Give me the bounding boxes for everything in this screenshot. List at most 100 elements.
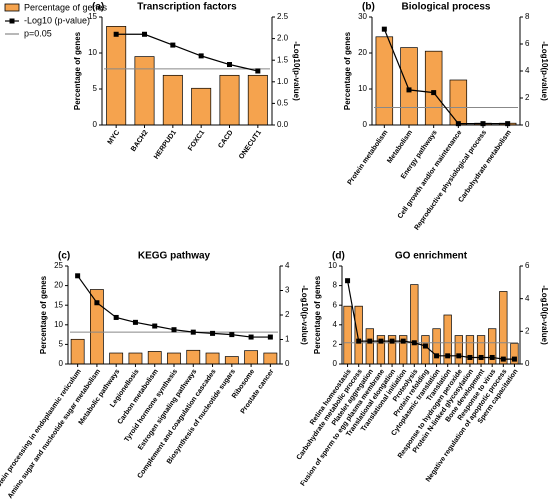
p-value-marker [389,338,395,344]
p-value-marker [467,354,473,360]
p-value-marker [480,121,486,127]
x-tick-label: Carbohydrate metabolism [458,129,513,204]
p-value-marker [210,330,216,336]
y-tick-label: 5 [93,84,98,93]
bar [421,335,430,365]
x-tick-label: BACH2 [130,129,150,153]
y-tick-label: 10 [328,261,337,270]
y-tick-label: 20 [54,281,63,290]
p-value-line [383,28,508,125]
bar [432,328,441,365]
bar [147,351,162,365]
x-tick-label: Protein processing in endoplasmic reticu… [0,368,83,495]
y2-axis-label: -Log10(p-value) [300,285,309,345]
p-value-marker [75,273,81,279]
y-tick-label: 0 [59,359,64,368]
bar [424,50,443,126]
p-value-marker [198,53,204,59]
bar [128,352,143,365]
x-tick-label: Metabolism [386,129,414,165]
chart-title: Biological process [402,2,491,13]
panel-label: (b) [362,2,375,13]
y2-tick-label: 0.0 [277,120,289,129]
p-value-marker [248,334,254,340]
bar [400,47,418,126]
y2-tick-label: 3 [285,286,290,295]
bar [167,352,181,365]
x-tick-label: FOXC1 [187,129,206,152]
p-value-marker [171,327,177,333]
p-value-marker [431,90,437,96]
bar [343,305,352,365]
y-axis-label: Percentage of genes [73,31,82,110]
p-value-marker [113,314,119,320]
p-value-marker [356,338,362,344]
y2-tick-label: 0 [525,120,530,129]
y2-tick-label: 0 [525,359,530,368]
y-tick-label: 25 [54,261,63,270]
p-value-marker [455,121,461,127]
y-tick-label: 5 [59,340,64,349]
y2-tick-label: 2.5 [277,12,289,21]
chart-title: KEGG pathway [138,251,211,262]
y-axis-label: Percentage of genes [343,31,352,110]
y2-tick-label: 0 [285,359,290,368]
x-tick-label: CACD [217,129,234,150]
bar [134,56,155,126]
panel-label: (c) [58,251,70,262]
p-value-marker [345,278,351,284]
bar [106,26,127,126]
p-value-marker [505,121,511,127]
p-value-marker [434,353,440,359]
y2-tick-label: 2 [285,310,290,319]
chart-title: GO enrichment [395,251,468,262]
y-tick-label: 4 [333,320,338,329]
y2-tick-label: 2 [525,93,530,102]
p-value-marker [411,340,417,346]
y2-axis-label: -Log10(p-value) [292,41,301,101]
y-tick-label: 0 [363,120,368,129]
p-value-marker [190,329,196,335]
legend-label: Percentage of genes [24,2,108,12]
y2-tick-label: 6 [525,261,530,270]
y-tick-label: 2 [333,340,338,349]
y2-tick-label: 1.5 [277,55,289,64]
y2-tick-label: 2.0 [277,34,289,43]
bar [263,352,278,365]
y-tick-label: 0 [333,359,338,368]
legend-label: -Log10 (p-value) [24,15,90,25]
legend-marker [9,18,15,24]
y2-tick-label: 6 [525,39,530,48]
p-value-marker [229,332,235,338]
p-value-marker [227,62,232,68]
p-value-marker [267,334,273,340]
y-tick-label: 15 [54,300,63,309]
y-tick-label: 20 [358,48,367,57]
p-value-marker [152,323,158,329]
y2-tick-label: 0.5 [277,99,289,108]
p-value-marker [445,353,451,359]
bar [224,356,239,365]
p-value-marker [511,356,517,362]
x-tick-label: MYC [107,129,122,146]
y-axis-label: Percentage of genes [39,275,48,354]
p-value-marker [170,42,176,48]
p-value-marker [381,26,387,32]
bar [410,284,419,365]
bar [365,328,374,365]
p-value-marker [422,343,428,349]
y2-tick-label: 2 [525,326,530,335]
p-value-marker [378,338,384,344]
x-tick-label: Protein metabolism [346,129,389,186]
p-value-marker [400,338,406,344]
y2-axis-label: -Log10(p-value) [540,285,549,345]
y-tick-label: 10 [88,48,97,57]
y2-tick-label: 4 [285,261,290,270]
y-tick-label: 0 [93,120,98,129]
p-value-marker [456,353,462,359]
x-tick-label: ONECUT1 [238,129,263,161]
y-axis-label: Percentage of genes [313,275,322,354]
legend-swatch [4,3,20,12]
bar [70,338,85,365]
